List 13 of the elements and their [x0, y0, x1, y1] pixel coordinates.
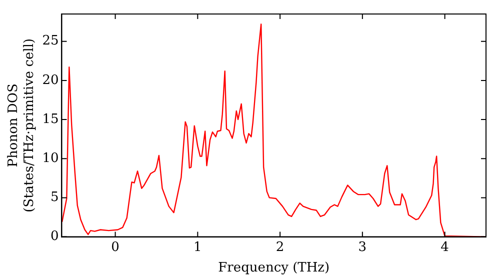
y-tick-label: 25	[42, 34, 59, 49]
x-axis-title: Frequency (THz)	[218, 260, 330, 276]
x-tick-label: 2	[276, 240, 284, 255]
y-tick-label: 10	[42, 151, 59, 166]
y-tick-label: 20	[42, 72, 59, 88]
x-tick-label: 0	[111, 240, 120, 255]
y-axis-title: Phonon DOS (States/THz·primitive cell)	[6, 38, 37, 212]
y-tick-label: 5	[50, 190, 59, 206]
y-tick-label: 15	[42, 112, 59, 127]
y-tick-label: 0	[50, 229, 59, 244]
x-tick-label: 1	[194, 240, 202, 255]
x-tick-label: 4	[440, 240, 449, 255]
x-tick-label: 3	[358, 240, 367, 255]
